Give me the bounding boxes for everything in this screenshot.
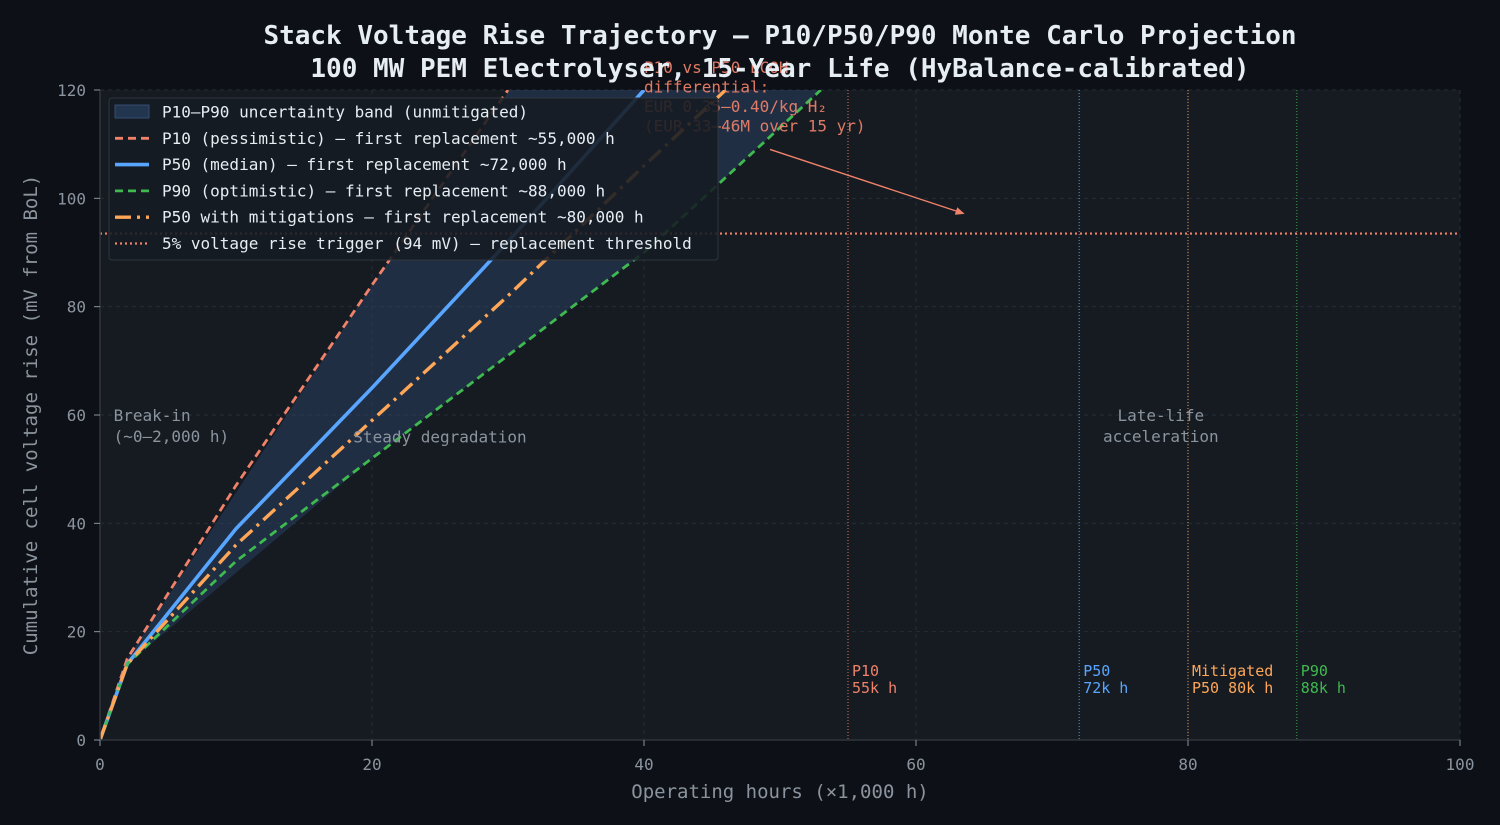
tick-layer: 0 20 40 60 80 100 0 20 40 60 80 100 120 (57, 81, 1474, 774)
replacement-marker-value: 55k h (852, 679, 897, 697)
legend-label: P90 (optimistic) — first replacement ~88… (162, 181, 605, 200)
legend-label: P10–P90 uncertainty band (unmitigated) (162, 103, 528, 122)
replacement-marker-label: P50 (1083, 662, 1110, 680)
y-tick-label: 80 (67, 298, 86, 317)
x-tick-label: 0 (95, 755, 105, 774)
legend-box (108, 97, 719, 261)
y-tick-label: 60 (67, 406, 86, 425)
lcoh-annotation-arrow (769, 148, 965, 215)
legend-label: P10 (pessimistic) — first replacement ~5… (162, 129, 615, 148)
replacement-marker-value: 72k h (1083, 679, 1128, 697)
legend-label: P50 (median) — first replacement ~72,000… (162, 155, 567, 174)
phase-label: Late-life (1117, 406, 1204, 425)
legend: P10–P90 uncertainty band (unmitigated) P1… (108, 97, 719, 261)
y-tick-label: 20 (67, 623, 86, 642)
y-tick-label: 0 (76, 731, 86, 750)
replacement-marker-label: P90 (1301, 662, 1328, 680)
y-tick-label: 40 (67, 514, 86, 533)
x-tick-label: 20 (362, 755, 381, 774)
x-tick-label: 40 (634, 755, 653, 774)
lcoh-annotation-line: P10 vs P50 LCOH (644, 58, 789, 77)
replacement-marker-value: 88k h (1301, 679, 1346, 697)
phase-label: Break-in (114, 406, 191, 425)
chart-subtitle: 100 MW PEM Electrolyser, 15-Year Life (H… (310, 54, 1249, 84)
x-tick-label: 80 (1178, 755, 1197, 774)
replacement-marker-value: P50 80k h (1192, 679, 1273, 697)
legend-label: 5% voltage rise trigger (94 mV) — replac… (162, 234, 692, 253)
x-tick-label: 100 (1446, 755, 1475, 774)
replacement-marker-label: Mitigated (1192, 662, 1273, 680)
phase-label-detail: acceleration (1103, 427, 1219, 446)
x-tick-label: 60 (906, 755, 925, 774)
x-axis-label: Operating hours (×1,000 h) (631, 781, 928, 803)
phase-label-detail: (~0–2,000 h) (114, 427, 230, 446)
chart-title: Stack Voltage Rise Trajectory — P10/P50/… (263, 21, 1296, 51)
legend-label: P50 with mitigations — first replacement… (162, 208, 644, 227)
replacement-marker-label: P10 (852, 662, 879, 680)
phase-label: Steady degradation (353, 428, 526, 447)
phase-label-layer: Break-in (~0–2,000 h) Steady degradation La… (114, 406, 1219, 447)
y-axis-label: Cumulative cell voltage rise (mV from Bo… (20, 175, 42, 655)
y-tick-label: 100 (57, 189, 86, 208)
lcoh-annotation-line: differential: (644, 78, 769, 97)
legend-swatch-band (114, 104, 150, 119)
y-tick-label: 120 (57, 81, 86, 100)
